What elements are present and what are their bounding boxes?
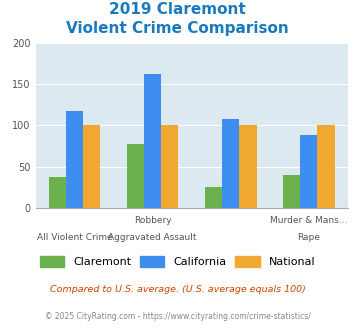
Text: Violent Crime Comparison: Violent Crime Comparison <box>66 21 289 36</box>
Bar <box>127 145 144 208</box>
Bar <box>161 125 179 208</box>
Bar <box>283 175 300 208</box>
Legend: Claremont, California, National: Claremont, California, National <box>35 251 320 272</box>
Text: 2019 Claremont: 2019 Claremont <box>109 2 246 16</box>
Bar <box>83 125 100 208</box>
Text: Aggravated Assault: Aggravated Assault <box>108 233 197 242</box>
Text: Compared to U.S. average. (U.S. average equals 100): Compared to U.S. average. (U.S. average … <box>50 285 305 294</box>
Bar <box>300 135 317 208</box>
Bar <box>144 74 161 208</box>
Text: Murder & Mans...: Murder & Mans... <box>270 216 348 225</box>
Bar <box>205 187 222 208</box>
Bar <box>66 111 83 208</box>
Bar <box>239 125 257 208</box>
Text: © 2025 CityRating.com - https://www.cityrating.com/crime-statistics/: © 2025 CityRating.com - https://www.city… <box>45 312 310 321</box>
Bar <box>317 125 335 208</box>
Text: Robbery: Robbery <box>134 216 171 225</box>
Bar <box>49 177 66 208</box>
Bar <box>222 119 239 208</box>
Text: All Violent Crime: All Violent Crime <box>37 233 113 242</box>
Text: Rape: Rape <box>297 233 320 242</box>
